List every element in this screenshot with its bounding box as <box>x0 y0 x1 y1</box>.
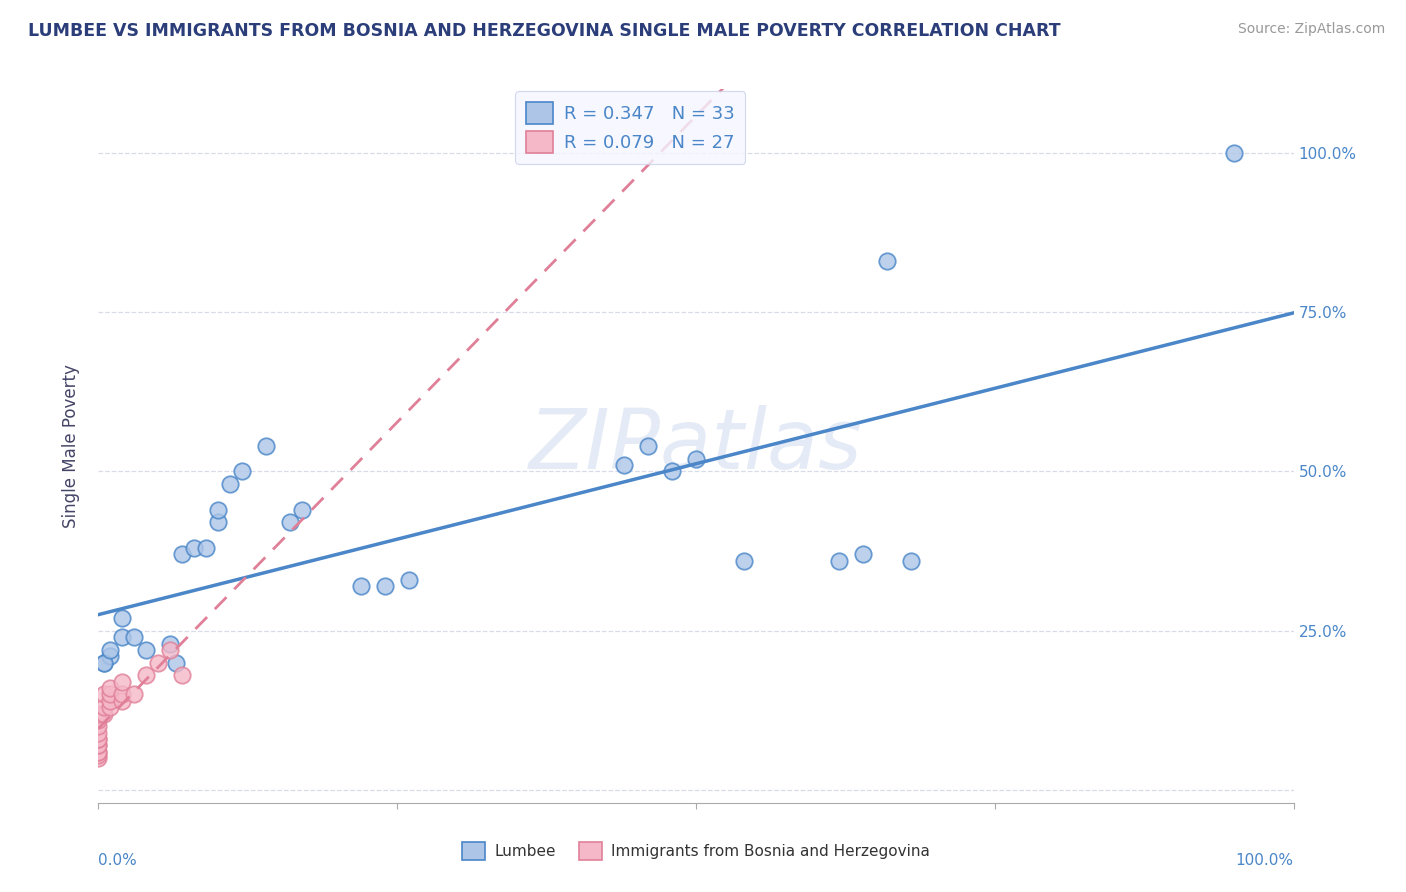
Point <box>98 694 122 708</box>
Point <box>87 739 110 753</box>
Text: Source: ZipAtlas.com: Source: ZipAtlas.com <box>1237 22 1385 37</box>
Point <box>148 656 170 670</box>
Point <box>98 700 122 714</box>
Point <box>87 739 110 753</box>
Point <box>207 516 229 530</box>
Point <box>87 732 110 747</box>
Point <box>124 688 146 702</box>
Point <box>183 541 205 555</box>
Text: ZIPatlas: ZIPatlas <box>529 406 863 486</box>
Point <box>876 254 898 268</box>
Point <box>733 554 755 568</box>
Point <box>291 502 314 516</box>
Point <box>87 745 110 759</box>
Legend: Lumbee, Immigrants from Bosnia and Herzegovina: Lumbee, Immigrants from Bosnia and Herze… <box>456 836 936 866</box>
Point <box>98 643 122 657</box>
Text: LUMBEE VS IMMIGRANTS FROM BOSNIA AND HERZEGOVINA SINGLE MALE POVERTY CORRELATION: LUMBEE VS IMMIGRANTS FROM BOSNIA AND HER… <box>28 22 1060 40</box>
Text: 0.0%: 0.0% <box>98 853 138 868</box>
Point <box>87 719 110 733</box>
Point <box>374 579 396 593</box>
Point <box>111 611 134 625</box>
Point <box>172 547 194 561</box>
Point <box>87 713 110 727</box>
Point <box>613 458 636 472</box>
Point <box>852 547 875 561</box>
Point <box>87 745 110 759</box>
Point <box>350 579 373 593</box>
Point <box>93 706 115 721</box>
Point <box>135 668 157 682</box>
Point <box>98 688 122 702</box>
Point <box>661 465 683 479</box>
Point <box>87 725 110 739</box>
Point <box>93 688 115 702</box>
Point <box>124 630 146 644</box>
Point <box>111 630 134 644</box>
Point <box>828 554 851 568</box>
Point <box>278 516 301 530</box>
Point <box>87 751 110 765</box>
Point <box>231 465 253 479</box>
Point <box>172 668 194 682</box>
Point <box>87 732 110 747</box>
Text: 100.0%: 100.0% <box>1236 853 1294 868</box>
Point <box>685 451 707 466</box>
Point <box>111 688 134 702</box>
Point <box>111 694 134 708</box>
Point <box>98 681 122 695</box>
Point <box>254 439 277 453</box>
Point <box>93 656 115 670</box>
Point <box>93 700 115 714</box>
Point <box>1223 145 1246 160</box>
Point <box>159 643 181 657</box>
Point <box>93 656 115 670</box>
Point <box>195 541 218 555</box>
Point <box>159 636 181 650</box>
Y-axis label: Single Male Poverty: Single Male Poverty <box>62 364 80 528</box>
Point <box>637 439 659 453</box>
Point <box>111 674 134 689</box>
Point <box>165 656 187 670</box>
Point <box>398 573 420 587</box>
Point <box>207 502 229 516</box>
Point <box>900 554 922 568</box>
Point <box>135 643 157 657</box>
Point <box>219 477 242 491</box>
Point <box>87 747 110 762</box>
Point <box>87 706 110 721</box>
Point <box>98 649 122 664</box>
